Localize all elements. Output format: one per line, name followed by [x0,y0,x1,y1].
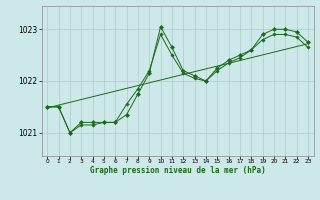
X-axis label: Graphe pression niveau de la mer (hPa): Graphe pression niveau de la mer (hPa) [90,166,266,175]
